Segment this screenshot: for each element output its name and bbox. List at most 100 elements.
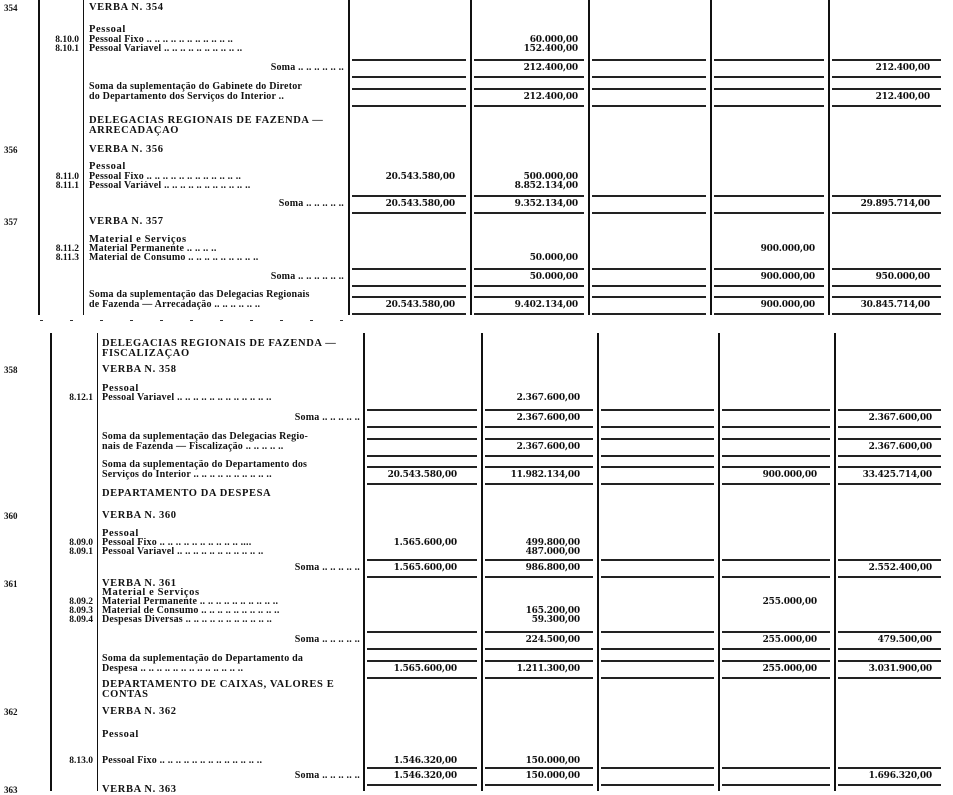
row-label: Pessoal <box>102 384 139 394</box>
column-rule <box>97 333 98 791</box>
value-cell: 60.000,00 <box>529 35 579 45</box>
value-cell: 8.852.134,00 <box>514 181 579 191</box>
verba-number: 362 <box>4 707 18 717</box>
row-label: Material Permanente .. .. .. .. .. .. ..… <box>102 597 279 607</box>
section-title: CONTAS <box>102 690 149 700</box>
sum-rule <box>367 631 477 633</box>
value-cell: 212.400,00 <box>875 63 931 73</box>
value-cell: 500.000,00 <box>523 172 579 182</box>
value-cell: 165.200,00 <box>525 606 581 616</box>
sum-rule <box>367 576 477 578</box>
sum-rule <box>601 648 714 650</box>
sum-rule <box>838 648 941 650</box>
item-code: 8.09.1 <box>69 547 93 557</box>
soma-label: Soma .. .. .. .. .. <box>294 770 360 781</box>
column-rule <box>834 333 836 791</box>
sum-rule <box>474 76 584 78</box>
sum-rule <box>601 677 714 679</box>
sum-rule <box>352 313 466 315</box>
value-cell: 2.367.600,00 <box>516 442 581 452</box>
sum-rule <box>592 195 706 197</box>
row-label: VERBA N. 362 <box>102 707 177 717</box>
verba-number: 357 <box>4 217 18 227</box>
item-code: 8.13.0 <box>69 756 93 766</box>
value-cell: 20.543.580,00 <box>385 199 456 209</box>
row-label: Serviços do Interior .. .. .. .. .. .. .… <box>102 470 272 480</box>
row-label: VERBA N. 357 <box>89 217 164 227</box>
sum-rule <box>485 660 593 662</box>
row-label: Pessoal Variavel .. .. .. .. .. .. .. ..… <box>89 44 243 54</box>
sum-rule <box>367 426 477 428</box>
row-label: Pessoal Fixo .. .. .. .. .. .. .. .. .. … <box>89 35 233 45</box>
row-label: Material e Serviços <box>89 235 187 245</box>
section-title: FISCALIZAÇÃO <box>102 349 190 359</box>
value-cell: 9.402.134,00 <box>514 300 579 310</box>
value-cell: 212.400,00 <box>875 92 931 102</box>
value-cell: 900.000,00 <box>760 244 816 254</box>
sum-rule <box>722 660 830 662</box>
row-label: Pessoal <box>89 25 126 35</box>
sum-rule <box>601 784 714 786</box>
sum-rule <box>485 409 593 411</box>
verba-number: 361 <box>4 579 18 589</box>
item-code: 8.10.1 <box>55 44 79 54</box>
value-cell: 50.000,00 <box>529 253 579 263</box>
sum-rule <box>367 559 477 561</box>
soma-label: Soma .. .. .. .. .. <box>294 634 360 645</box>
sum-rule <box>722 677 830 679</box>
row-label: Pessoal <box>102 730 139 740</box>
value-cell: 499.800,00 <box>525 538 581 548</box>
sum-rule <box>832 88 941 90</box>
sum-rule <box>838 559 941 561</box>
sum-rule <box>838 438 941 440</box>
sum-rule <box>832 195 941 197</box>
sum-rule <box>832 105 941 107</box>
sum-rule <box>714 268 824 270</box>
column-rule <box>38 0 40 315</box>
column-rule <box>588 0 590 315</box>
sum-rule <box>601 455 714 457</box>
sum-rule <box>485 576 593 578</box>
section-title: ARRECADAÇÃO <box>89 126 180 136</box>
row-label: Material de Consumo .. .. .. .. .. .. ..… <box>102 606 280 616</box>
sum-rule <box>601 631 714 633</box>
sum-rule <box>838 455 941 457</box>
item-code: 8.11.3 <box>55 253 79 263</box>
verba-number: 363 <box>4 785 18 795</box>
verba-number: 358 <box>4 365 18 375</box>
sum-rule <box>714 88 824 90</box>
sum-rule <box>714 313 824 315</box>
sum-rule <box>592 212 706 214</box>
value-cell: 59.300,00 <box>531 615 581 625</box>
sum-rule <box>838 426 941 428</box>
item-code: 8.11.0 <box>55 172 79 182</box>
sum-rule <box>474 88 584 90</box>
value-cell: 212.400,00 <box>523 92 579 102</box>
verba-number: 354 <box>4 3 18 13</box>
sum-rule <box>714 296 824 298</box>
sum-rule <box>367 483 477 485</box>
sum-rule <box>592 105 706 107</box>
value-cell: 986.800,00 <box>525 563 581 573</box>
column-rule <box>363 333 365 791</box>
sum-rule <box>474 212 584 214</box>
sum-rule <box>601 767 714 769</box>
value-cell: 900.000,00 <box>760 272 816 282</box>
value-cell: 255.000,00 <box>762 664 818 674</box>
value-cell: 2.367.600,00 <box>516 413 581 423</box>
item-code: 8.09.2 <box>69 597 93 607</box>
sum-rule <box>352 76 466 78</box>
sum-rule <box>474 285 584 287</box>
sum-rule <box>832 212 941 214</box>
section-title: DELEGACIAS REGIONAIS DE FAZENDA — <box>89 116 324 126</box>
verba-number: 360 <box>4 511 18 521</box>
sum-rule <box>722 426 830 428</box>
sum-rule <box>722 455 830 457</box>
section-title: DEPARTAMENTO DE CAIXAS, VALORES E <box>102 680 335 690</box>
value-cell: 20.543.580,00 <box>385 300 456 310</box>
value-cell: 255.000,00 <box>762 597 818 607</box>
sum-rule <box>367 767 477 769</box>
sum-rule <box>838 660 941 662</box>
sum-rule <box>485 466 593 468</box>
sum-rule <box>485 631 593 633</box>
